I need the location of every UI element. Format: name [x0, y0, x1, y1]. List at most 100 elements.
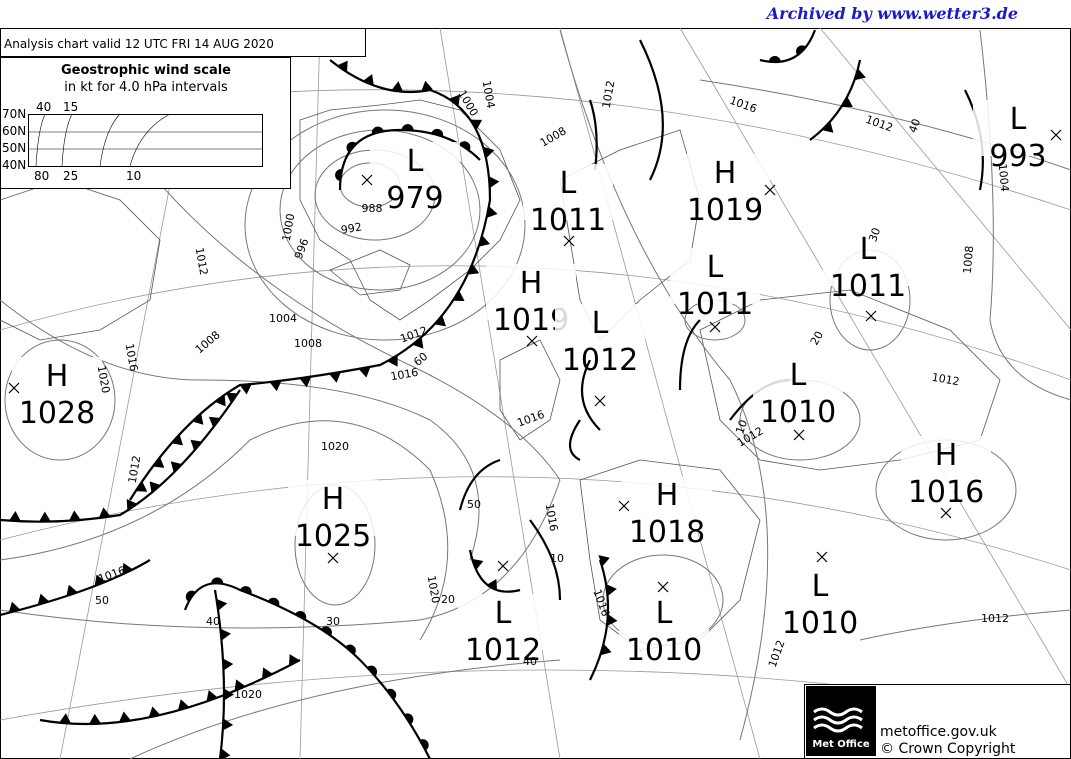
center-backdrop	[973, 100, 1063, 156]
isobar-label: 1020	[95, 364, 113, 394]
warm-front	[759, 29, 817, 64]
front-triangle	[206, 690, 218, 702]
front-triangle	[391, 81, 404, 92]
front-triangle	[177, 699, 190, 711]
center-marker	[793, 429, 805, 441]
isobar-label: 1012	[600, 79, 618, 109]
center-marker	[594, 395, 606, 407]
isobar	[4, 339, 116, 461]
scale-bottom-label: 80	[34, 169, 49, 183]
cold-front	[809, 59, 862, 141]
front-triangle	[412, 337, 424, 349]
front-semicircle	[345, 644, 356, 655]
center-kind: L	[656, 596, 673, 631]
center-kind: H	[656, 478, 679, 513]
front-triangle	[822, 121, 834, 133]
front-semicircle	[404, 713, 414, 725]
latitude-label: 70N	[2, 107, 26, 121]
center-pressure: 993	[989, 139, 1046, 174]
front-semicircle	[386, 688, 397, 700]
center-backdrop	[555, 304, 645, 360]
header-box	[0, 28, 366, 57]
front-semicircle	[796, 45, 807, 56]
isobar	[0, 420, 449, 641]
isobar	[859, 609, 1071, 641]
isobar-label: 1012	[193, 246, 211, 276]
front-semicircle	[294, 611, 307, 620]
isobar	[244, 109, 526, 341]
isobar-label: 1004	[996, 163, 1011, 192]
center-marker	[8, 382, 20, 394]
front-triangle	[452, 290, 465, 301]
isobar-label: 50	[467, 498, 481, 511]
isobar-label: 40	[523, 655, 537, 668]
front-triangle	[220, 628, 231, 641]
front-triangle	[149, 481, 161, 493]
front-triangle	[598, 555, 610, 567]
front-triangle	[68, 510, 81, 521]
cold-front	[0, 559, 151, 617]
latitude-label: 50N	[2, 141, 26, 155]
latitude-label: 40N	[2, 158, 26, 172]
iceland	[329, 249, 411, 296]
front-triangle	[299, 376, 312, 388]
isobar-label: 1000	[280, 212, 298, 242]
isobar-label: 1004	[269, 312, 297, 325]
isobar-label: 10	[550, 552, 564, 565]
center-marker	[764, 184, 776, 196]
center-pressure: 1025	[295, 519, 371, 554]
center-kind: L	[707, 250, 724, 285]
front-semicircle	[320, 626, 332, 636]
front-triangle	[170, 461, 183, 473]
logo-text: Met Office	[812, 739, 870, 750]
center-pressure: 1018	[629, 515, 705, 550]
center-backdrop	[619, 594, 709, 650]
center-pressure: 1016	[908, 475, 984, 510]
isobar-label: 50	[95, 594, 109, 607]
front-triangle	[37, 593, 50, 605]
front-triangle	[449, 94, 460, 107]
front-triangle	[122, 562, 134, 575]
front-triangle	[841, 96, 853, 108]
center-kind: H	[520, 266, 543, 301]
front-triangle	[222, 718, 234, 731]
isobar-label: 1016	[389, 366, 419, 384]
center-kind: L	[592, 306, 609, 341]
center-pressure: 1012	[562, 343, 638, 378]
isobar-label: 20	[441, 593, 455, 606]
isobar-label: 10	[733, 418, 750, 436]
front-semicircle	[401, 124, 414, 131]
front-triangle	[288, 654, 300, 666]
isobar-label: 1016	[123, 342, 141, 372]
front-triangle	[98, 507, 111, 519]
front-semicircle	[768, 55, 781, 63]
front-triangle	[483, 146, 495, 159]
center-marker	[618, 500, 630, 512]
center-pressure: 1012	[465, 633, 541, 668]
front-triangle	[606, 614, 618, 627]
front-triangle	[8, 601, 21, 613]
center-backdrop	[288, 480, 378, 536]
isobar-label: 1020	[425, 574, 443, 604]
center-marker	[563, 235, 575, 247]
front-triangle	[600, 643, 612, 656]
isobars	[0, 29, 1071, 759]
archive-credit: Archived by www.wetter3.de	[765, 4, 1018, 23]
front-semicircle	[267, 597, 280, 607]
front-triangle	[135, 481, 148, 492]
front-triangle	[152, 457, 165, 468]
center-marker	[497, 560, 509, 572]
center-pressure: 1010	[782, 606, 858, 641]
latitude-label: 60N	[2, 124, 26, 138]
wind-scale: Geostrophic wind scale in kt for 4.0 hPa…	[0, 57, 291, 189]
front-triangle	[66, 584, 78, 597]
isobar-label: 1008	[294, 337, 322, 350]
isobar-label: 992	[340, 220, 363, 236]
isobar-label: 1008	[961, 245, 976, 274]
center-backdrop	[523, 164, 613, 220]
scale-labels: 70N 60N 50N 40N 40 15 80 25 10	[2, 100, 141, 183]
front-triangle	[262, 667, 273, 679]
center-kind: H	[322, 482, 345, 517]
